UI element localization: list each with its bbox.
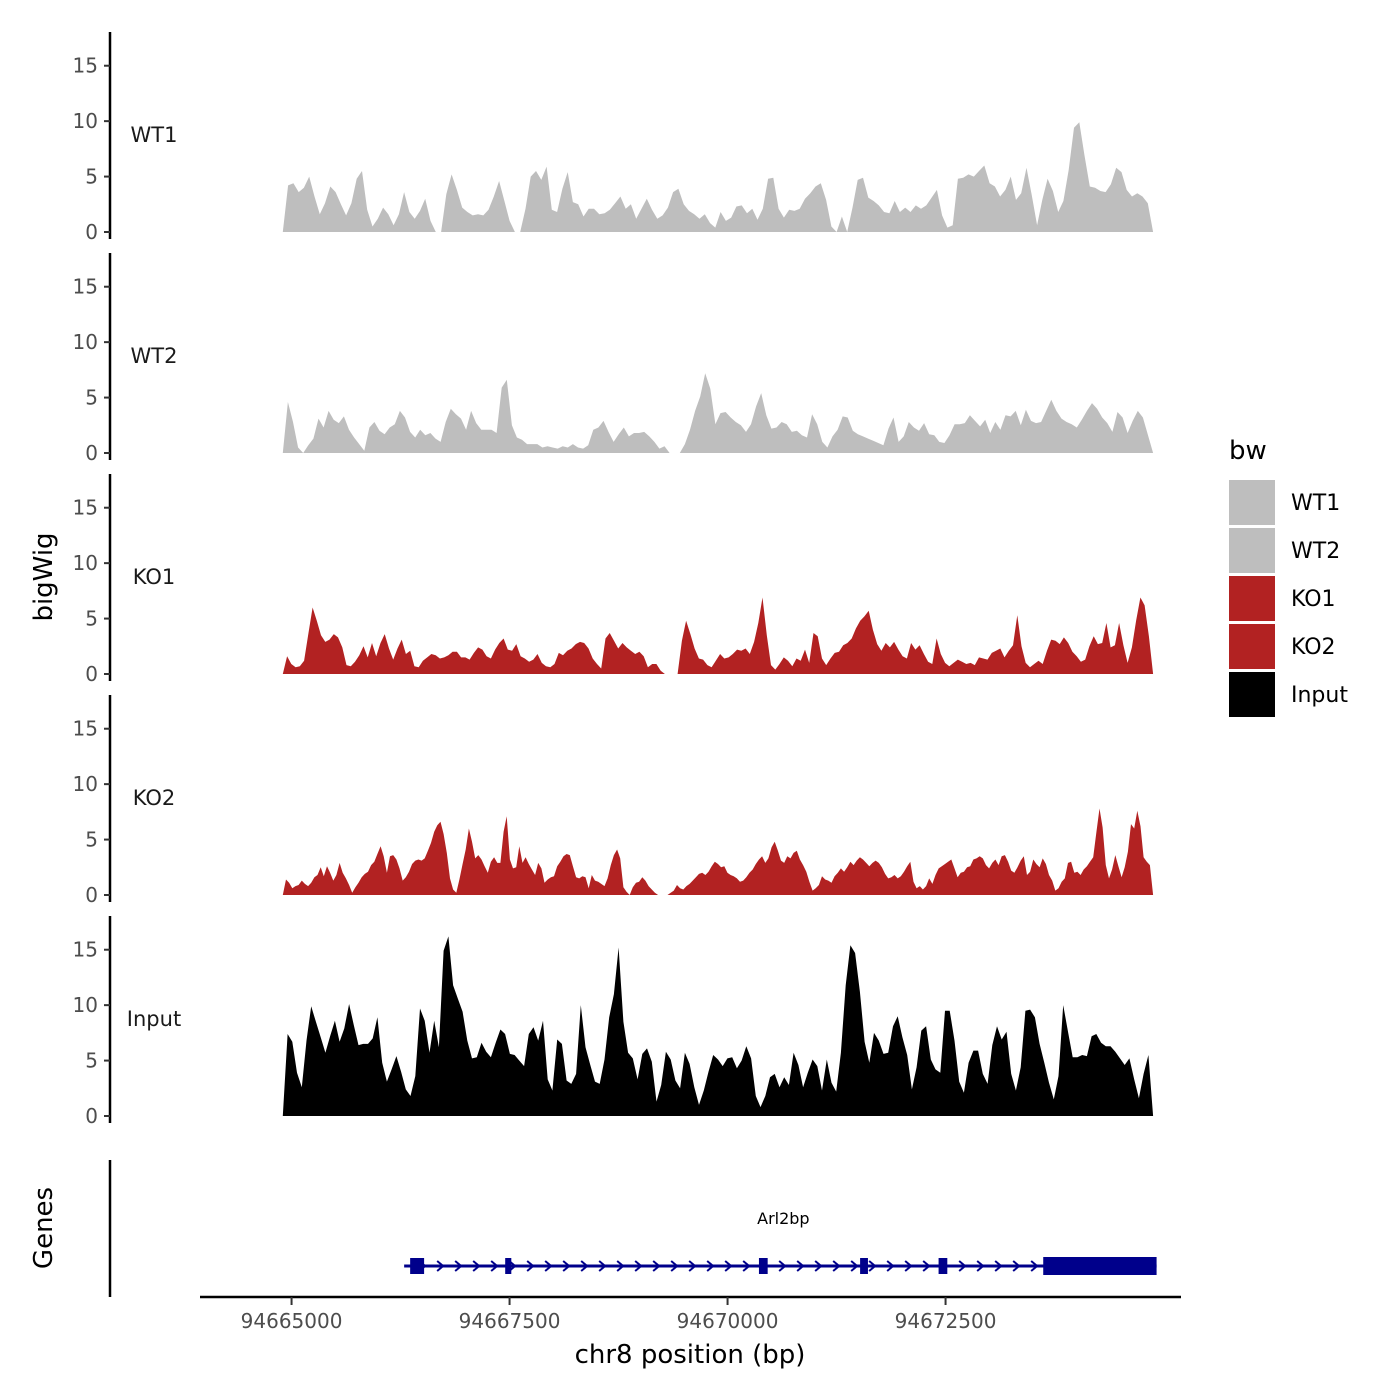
strand-arrow bbox=[850, 1260, 859, 1272]
legend: WT1 WT2 KO1 KO2 Input bbox=[1229, 480, 1348, 717]
strand-arrow bbox=[436, 1260, 445, 1272]
strand-arrow bbox=[796, 1260, 805, 1272]
x-tick-label: 94672500 bbox=[895, 1309, 997, 1333]
strand-arrow bbox=[832, 1260, 841, 1272]
gene-track-title: Genes bbox=[29, 1187, 59, 1269]
strand-arrow bbox=[868, 1260, 877, 1272]
strand-arrow bbox=[814, 1260, 823, 1272]
exon-4 bbox=[860, 1258, 868, 1274]
y-tick-label: 5 bbox=[85, 386, 98, 410]
track-ko1: 0 5 10 15 KO1 bbox=[73, 474, 1154, 686]
y-tick-label: 15 bbox=[73, 938, 98, 962]
exon-1 bbox=[410, 1258, 425, 1274]
gene-track: Arl2bp bbox=[108, 1160, 1157, 1297]
x-tick-label: 94667500 bbox=[459, 1309, 561, 1333]
y-axis-title: bigWig bbox=[29, 532, 59, 621]
x-tick-label: 94670000 bbox=[677, 1309, 779, 1333]
legend-label-wt2: WT2 bbox=[1291, 539, 1340, 564]
track-label-ko1: KO1 bbox=[133, 565, 176, 589]
track-ko2: 0 5 10 15 KO2 bbox=[73, 695, 1154, 907]
area-input bbox=[282, 936, 1154, 1116]
strand-arrow bbox=[670, 1260, 679, 1272]
x-axis-title: chr8 position (bp) bbox=[575, 1340, 806, 1370]
y-tick-label: 0 bbox=[85, 220, 98, 244]
strand-arrow bbox=[544, 1260, 553, 1272]
x-axis: 94665000 94667500 94670000 94672500 bbox=[200, 1295, 1181, 1333]
legend-label-ko2: KO2 bbox=[1291, 635, 1336, 660]
track-input: 0 5 10 15 Input bbox=[73, 916, 1154, 1128]
y-tick-label: 15 bbox=[73, 496, 98, 520]
x-tick-label: 94665000 bbox=[241, 1309, 343, 1333]
strand-arrow bbox=[580, 1260, 589, 1272]
track-label-ko2: KO2 bbox=[133, 786, 176, 810]
y-tick-label: 15 bbox=[73, 54, 98, 78]
strand-arrow bbox=[490, 1260, 499, 1272]
strand-arrow bbox=[1012, 1260, 1021, 1272]
y-tick-label: 10 bbox=[73, 109, 98, 133]
y-tick-label: 10 bbox=[73, 772, 98, 796]
track-wt1: 0 5 10 15 WT1 bbox=[73, 32, 1154, 244]
strand-arrow bbox=[706, 1260, 715, 1272]
area-ko1 bbox=[282, 597, 1154, 674]
gene-name-label: Arl2bp bbox=[757, 1209, 809, 1228]
strand-arrow bbox=[526, 1260, 535, 1272]
y-tick-label: 10 bbox=[73, 551, 98, 575]
y-tick-label: 0 bbox=[85, 441, 98, 465]
strand-arrow bbox=[886, 1260, 895, 1272]
y-tick-label: 15 bbox=[73, 275, 98, 299]
legend-label-input: Input bbox=[1291, 683, 1348, 708]
strand-arrow bbox=[562, 1260, 571, 1272]
area-wt2 bbox=[282, 373, 1154, 453]
y-tick-label: 0 bbox=[85, 662, 98, 686]
legend-label-wt1: WT1 bbox=[1291, 491, 1340, 516]
strand-arrow bbox=[778, 1260, 787, 1272]
track-panels: 0 5 10 15 WT1 0 5 10 15 WT2 0 5 10 15 KO1 0 5 10 15 KO2 0 5 10… bbox=[73, 32, 1154, 1128]
legend-swatch-input bbox=[1229, 672, 1275, 717]
y-tick-label: 10 bbox=[73, 993, 98, 1017]
strand-arrow bbox=[616, 1260, 625, 1272]
y-tick-label: 10 bbox=[73, 330, 98, 354]
strand-arrow bbox=[598, 1260, 607, 1272]
y-tick-label: 0 bbox=[85, 1104, 98, 1128]
strand-arrow bbox=[958, 1260, 967, 1272]
legend-label-ko1: KO1 bbox=[1291, 587, 1336, 612]
strand-arrow bbox=[652, 1260, 661, 1272]
track-label-wt1: WT1 bbox=[131, 123, 178, 147]
y-tick-label: 5 bbox=[85, 828, 98, 852]
area-ko2 bbox=[282, 808, 1154, 895]
legend-swatch-ko1 bbox=[1229, 576, 1275, 621]
strand-arrow bbox=[724, 1260, 733, 1272]
exon-3 bbox=[758, 1258, 768, 1274]
area-wt1 bbox=[282, 122, 1154, 232]
strand-arrow bbox=[742, 1260, 751, 1272]
y-tick-label: 5 bbox=[85, 1049, 98, 1073]
legend-swatch-wt1 bbox=[1229, 480, 1275, 525]
track-wt2: 0 5 10 15 WT2 bbox=[73, 253, 1154, 465]
strand-arrow bbox=[976, 1260, 985, 1272]
legend-swatch-ko2 bbox=[1229, 624, 1275, 669]
exon-6 bbox=[1043, 1257, 1157, 1275]
track-label-input: Input bbox=[127, 1007, 181, 1031]
y-tick-label: 5 bbox=[85, 165, 98, 189]
y-tick-label: 15 bbox=[73, 717, 98, 741]
strand-arrow bbox=[1030, 1260, 1039, 1272]
strand-arrow bbox=[904, 1260, 913, 1272]
strand-arrow bbox=[634, 1260, 643, 1272]
y-tick-label: 0 bbox=[85, 883, 98, 907]
strand-arrow bbox=[922, 1260, 931, 1272]
strand-arrow bbox=[994, 1260, 1003, 1272]
strand-arrow bbox=[454, 1260, 463, 1272]
legend-swatch-wt2 bbox=[1229, 528, 1275, 573]
exon-2 bbox=[505, 1258, 512, 1274]
exon-5 bbox=[938, 1258, 948, 1274]
y-tick-label: 5 bbox=[85, 607, 98, 631]
strand-arrow bbox=[472, 1260, 481, 1272]
strand-arrow bbox=[688, 1260, 697, 1272]
track-label-wt2: WT2 bbox=[131, 344, 178, 368]
legend-title: bw bbox=[1229, 436, 1267, 466]
